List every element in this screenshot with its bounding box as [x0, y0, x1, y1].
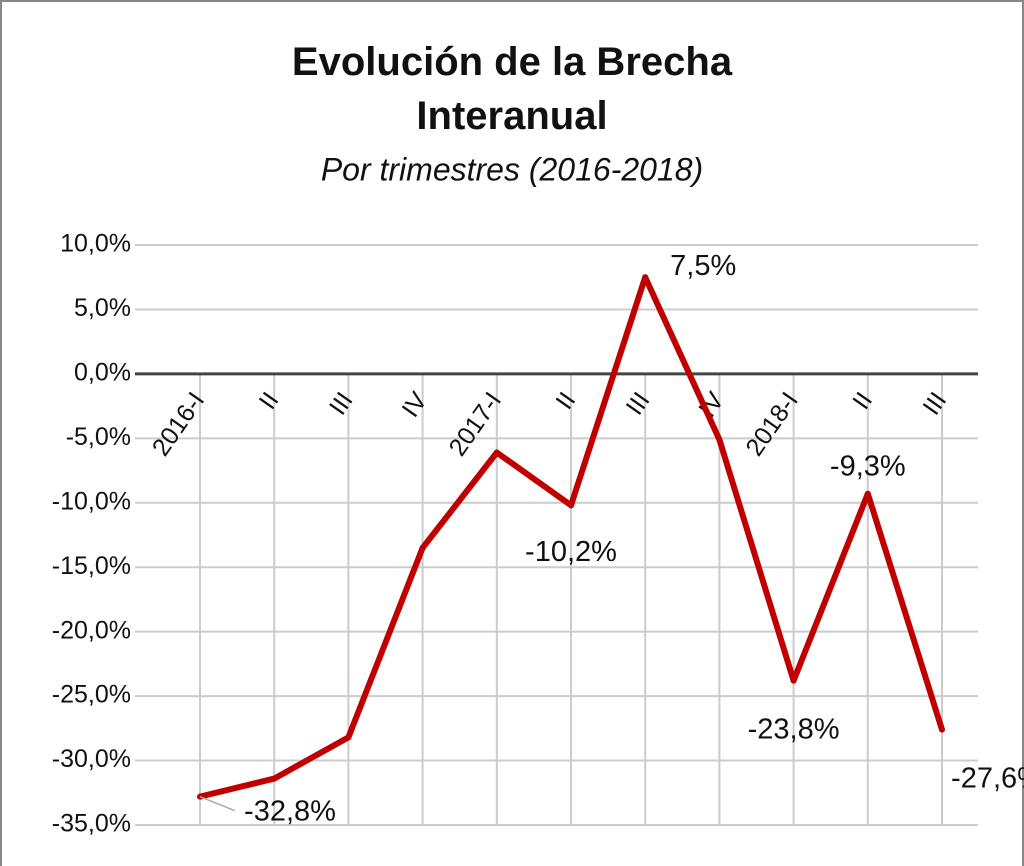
y-tick-label: -35,0%: [52, 810, 131, 838]
y-tick-label: -20,0%: [52, 616, 131, 644]
y-tick-label: -15,0%: [52, 552, 131, 580]
value-label: -23,8%: [748, 713, 840, 745]
chart-title: Evolución de la Brecha Interanual: [292, 40, 733, 138]
leader-line: [199, 795, 236, 812]
point: [939, 726, 945, 733]
point: [716, 436, 723, 443]
y-tick-label: 0,0%: [74, 358, 131, 386]
point: [271, 775, 278, 782]
value-label: 7,5%: [670, 250, 736, 282]
point: [864, 490, 871, 497]
point: [345, 734, 352, 741]
value-label: -32,8%: [244, 795, 336, 827]
point: [790, 677, 797, 684]
point: [642, 274, 649, 281]
chart-subtitle: Por trimestres (2016-2018): [321, 151, 703, 187]
y-tick-label: -5,0%: [66, 423, 131, 451]
point: [493, 449, 500, 456]
y-tick-label: -30,0%: [52, 745, 131, 773]
value-label: -10,2%: [525, 536, 617, 568]
point: [568, 502, 574, 509]
y-tick-label: 10,0%: [60, 230, 131, 258]
value-label: -9,3%: [830, 450, 906, 482]
y-tick-label: -25,0%: [52, 681, 131, 709]
point: [419, 544, 426, 551]
value-label: -27,6%: [951, 762, 1024, 794]
y-tick-label: 5,0%: [74, 294, 131, 322]
y-tick-label: -10,0%: [52, 487, 131, 515]
